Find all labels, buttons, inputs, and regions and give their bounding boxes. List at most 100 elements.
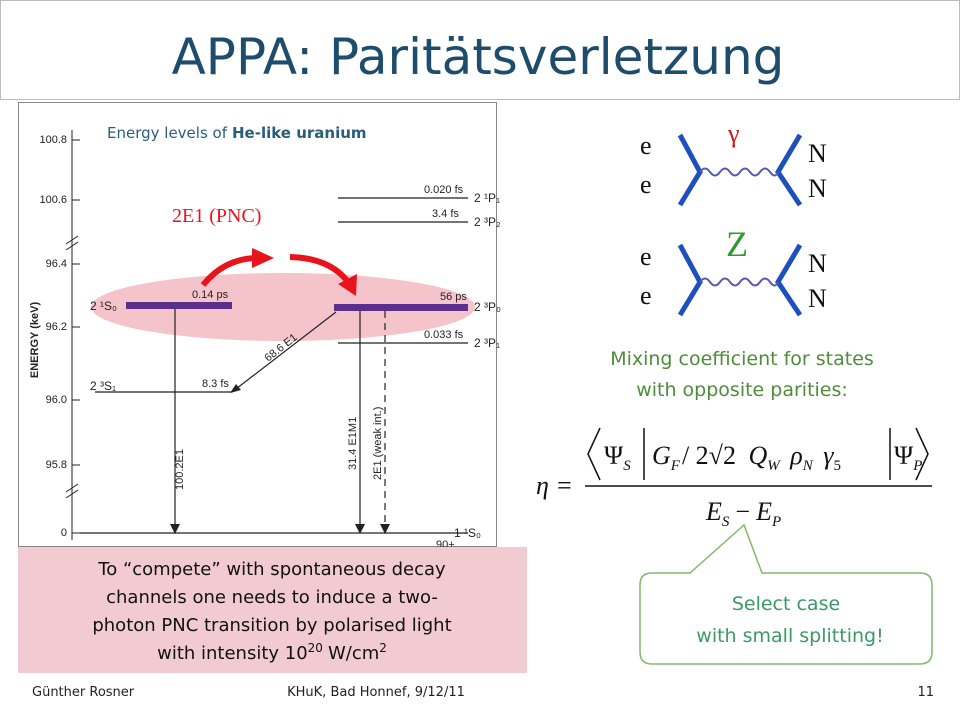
fermion-label: N [808, 284, 827, 313]
pnc-arrow [289, 254, 351, 284]
note-exp: 2 [379, 641, 387, 655]
fermion-label: e [640, 170, 652, 199]
lifetime: 0.020 fs [424, 184, 464, 196]
mixing-line: Mixing coefficient for states [610, 348, 874, 370]
fermion-label: e [640, 131, 652, 160]
boson-line [699, 167, 779, 177]
bracket [587, 427, 601, 481]
fermion-label: N [808, 174, 827, 203]
caption-text: Energy levels of [107, 124, 228, 142]
note-exp: 20 [308, 641, 323, 655]
axis-break [65, 483, 79, 493]
axis-tick-label: 96.4 [46, 258, 67, 270]
callout-line: with small splitting! [696, 625, 883, 647]
fermion-label: e [640, 242, 652, 271]
arrowhead [380, 524, 390, 534]
formula-symbol: E [705, 497, 722, 526]
figure-caption: Energy levels of He-like uranium [107, 124, 367, 142]
state-label: 1 ¹S₀ [454, 526, 481, 540]
arrowhead [170, 524, 180, 534]
lifetime: 8.3 fs [202, 378, 229, 390]
formula-numerator: ΨS GF/ 2√2 QW ρN γ5 ΨP [604, 441, 922, 476]
lifetime: 0.033 fs [424, 329, 464, 341]
axis-tick-label: 0 [61, 527, 67, 539]
fermion-label: N [808, 249, 827, 278]
mixing-line: with opposite parities: [636, 379, 848, 401]
arrowhead [230, 384, 241, 393]
arrowheads [170, 384, 390, 534]
formula-lhs: η = [536, 471, 573, 500]
level-2p0 [334, 304, 468, 311]
state-label: 2 ³P₂ [474, 215, 501, 229]
formula-sub: S [722, 514, 730, 530]
formula-sub: W [767, 458, 781, 474]
caption-bold: He-like uranium [232, 124, 367, 142]
formula-symbol: ρ [789, 441, 802, 470]
pnc-arrowhead [338, 274, 357, 296]
axis-tick-label: 96.2 [46, 321, 67, 333]
note-text: with intensity 10 [157, 643, 308, 664]
state-label: 2 ¹P₁ [474, 191, 500, 205]
note-line: with intensity 1020 W/cm2 [157, 641, 387, 664]
axis-tick-label: 100.8 [39, 134, 67, 146]
brackets [587, 427, 929, 481]
note-box [18, 547, 527, 673]
fermion-label: e [640, 281, 652, 310]
axis-break [65, 489, 79, 499]
feynman-top: e e N N γ [640, 119, 827, 207]
callout-box [639, 523, 933, 665]
boson-line [699, 277, 779, 287]
footer-page: 11 [917, 685, 934, 700]
axis [65, 130, 80, 540]
feynman-bottom: e e N N Z [640, 224, 827, 317]
axis-tick-label: 100.6 [39, 194, 67, 206]
state-label: 2 ³P₀ [474, 300, 501, 314]
axis-tick-label: 95.8 [46, 459, 67, 471]
formula-symbol: − [735, 497, 750, 526]
fermion-line [775, 243, 803, 317]
formula-symbol: γ [823, 441, 834, 470]
formula-symbol: Q [748, 441, 767, 470]
formula-symbol: E [755, 497, 772, 526]
callout-line: Select case [732, 593, 840, 615]
arrowhead [355, 524, 365, 534]
lifetime: 56 ps [440, 291, 467, 303]
axis-label: ENERGY (keV) [29, 302, 41, 379]
fermion-label: N [808, 139, 827, 168]
boson-label: γ [727, 119, 740, 148]
transitions [174, 309, 386, 528]
transition-line [231, 311, 337, 393]
formula-sub: N [802, 458, 814, 474]
note-line: channels one needs to induce a two- [106, 587, 438, 608]
transition-label: 2E1 (weak int.) [372, 407, 384, 480]
fermion-line [677, 133, 703, 207]
axis-break [65, 235, 79, 245]
formula-symbol: Ψ [604, 441, 624, 470]
formula-sub: 5 [833, 458, 841, 474]
fermion-line [775, 133, 803, 207]
formula-symbol: Ψ [894, 441, 914, 470]
pnc-arrowhead [252, 248, 274, 268]
formula-symbol: / 2√2 [682, 441, 736, 470]
pnc-arrows [200, 254, 351, 287]
footer-author: Günther Rosner [32, 685, 135, 700]
formula-sub: S [623, 458, 631, 474]
formula-sub: P [771, 514, 781, 530]
lifetime: 3.4 fs [432, 208, 459, 220]
title: APPA: Paritätsverletzung [172, 28, 785, 86]
formula: η = ΨS GF/ 2√2 QW ρN γ5 ΨP ES − EP [536, 427, 932, 530]
footer-event: KHuK, Bad Honnef, 9/12/11 [287, 685, 465, 700]
fermion-line [677, 243, 703, 317]
state-label: 2 ¹S₀ [90, 299, 117, 313]
bracket [915, 427, 929, 481]
note-unit: W/cm [328, 643, 379, 664]
highlight-ellipse [91, 273, 475, 341]
pnc-label: 2E1 (PNC) [172, 205, 261, 227]
note-line: To “compete” with spontaneous decay [97, 559, 446, 580]
pnc-arrow [200, 255, 259, 287]
fermion-lines [677, 133, 803, 207]
state-label: 2 ³S₁ [90, 379, 116, 393]
note-line: photon PNC transition by polarised light [92, 615, 451, 636]
axis-tick-label: 96.0 [46, 394, 67, 406]
